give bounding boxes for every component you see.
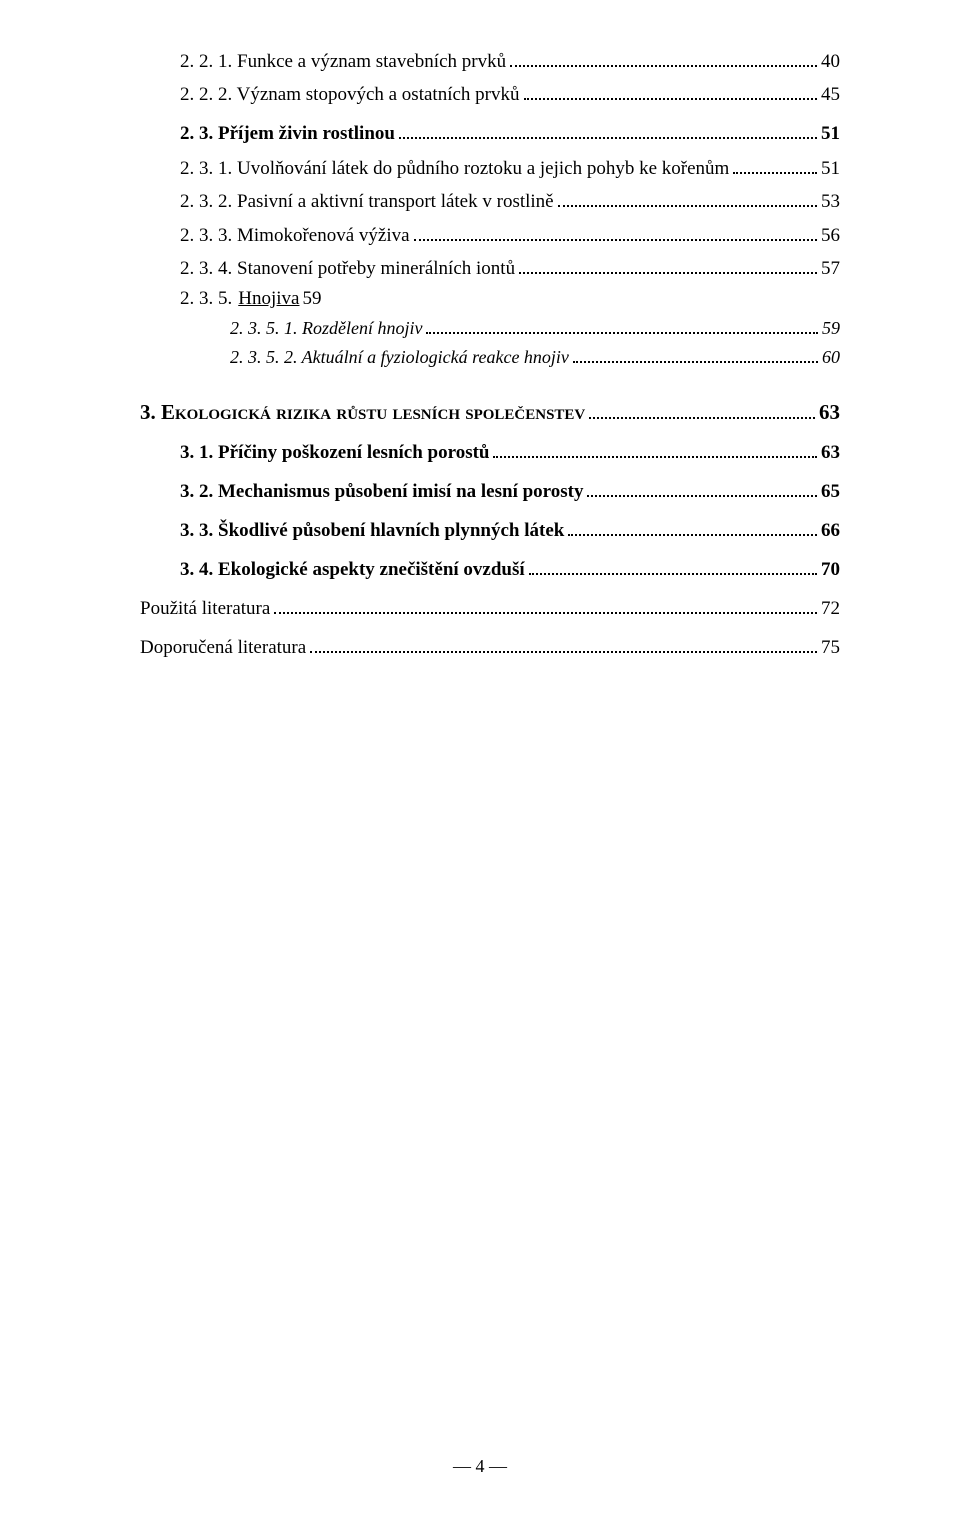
toc-entry-page: 56 — [821, 225, 840, 247]
toc-entry-label: 3. Ekologická rizika růstu lesních spole… — [140, 400, 585, 425]
table-of-contents: 2. 2. 1. Funkce a význam stavebních prvk… — [140, 48, 840, 659]
toc-entry-label: 2. 3. 2. Pasivní a aktivní transport lát… — [180, 191, 554, 213]
toc-leader-dots — [493, 439, 817, 458]
toc-entry-page: 59 — [822, 318, 840, 339]
toc-entry: Doporučená literatura 75 — [140, 634, 840, 659]
toc-leader-dots — [414, 221, 817, 240]
toc-entry-page: 51 — [821, 158, 840, 180]
toc-entry-page: 45 — [821, 84, 840, 106]
toc-leader-dots — [589, 398, 815, 419]
toc-entry-label: 2. 2. 1. Funkce a význam stavebních prvk… — [180, 51, 506, 73]
toc-leader-dots — [519, 255, 817, 274]
toc-entry: 2. 3. Příjem živin rostlinou 51 — [140, 120, 840, 145]
toc-entry: 3. Ekologická rizika růstu lesních spole… — [140, 398, 840, 425]
toc-entry-page: 75 — [821, 637, 840, 659]
toc-leader-dots — [274, 595, 817, 614]
toc-entry-label: 2. 3. Příjem živin rostlinou — [180, 123, 395, 145]
toc-leader-dots — [310, 634, 817, 653]
toc-entry-page: 70 — [821, 559, 840, 581]
toc-entry-label: 2. 3. 5. 1. Rozdělení hnojiv — [230, 318, 422, 339]
page: 2. 2. 1. Funkce a význam stavebních prvk… — [0, 0, 960, 1527]
toc-entry-page: 72 — [821, 598, 840, 620]
toc-entry-page: 63 — [821, 442, 840, 464]
toc-leader-dots — [573, 345, 818, 363]
toc-leader-dots — [568, 517, 817, 536]
page-number-footer: ― 4 ― — [0, 1456, 960, 1477]
toc-entry: 2. 2. 1. Funkce a význam stavebních prvk… — [140, 48, 840, 73]
toc-leader-dots — [524, 81, 818, 100]
toc-entry-label: 3. 4. Ekologické aspekty znečištění ovzd… — [180, 559, 525, 581]
toc-leader-dots — [426, 316, 818, 334]
toc-entry-label: 2. 3. 5. 2. Aktuální a fyziologická reak… — [230, 347, 569, 368]
toc-leader-dots — [558, 188, 817, 207]
toc-entry-label: 3. 2. Mechanismus působení imisí na lesn… — [180, 481, 583, 503]
toc-entry: 3. 1. Příčiny poškození lesních porostů 6… — [140, 439, 840, 464]
toc-entry-label: 2. 3. 3. Mimokořenová výživa — [180, 225, 410, 247]
toc-entry-label: Použitá literatura — [140, 598, 270, 620]
toc-entry-page: 66 — [821, 520, 840, 542]
toc-entry-label: 2. 3. 4. Stanovení potřeby minerálních i… — [180, 258, 515, 280]
toc-entry-label: Hnojiva — [238, 288, 299, 310]
toc-entry-page: 53 — [821, 191, 840, 213]
toc-entry-page: 59 — [302, 288, 321, 310]
toc-entry-page: 51 — [821, 123, 840, 145]
toc-entry: 3. 3. Škodlivé působení hlavních plynnýc… — [140, 517, 840, 542]
toc-entry: 2. 3. 5. Hnojiva59 — [140, 288, 840, 310]
toc-entry-label: 2. 2. 2. Význam stopových a ostatních pr… — [180, 84, 520, 106]
toc-leader-dots — [399, 120, 817, 139]
toc-entry: 2. 3. 3. Mimokořenová výživa 56 — [140, 221, 840, 246]
toc-entry-page: 63 — [819, 400, 840, 425]
toc-leader-dots — [529, 556, 817, 575]
toc-entry: 2. 3. 5. 2. Aktuální a fyziologická reak… — [140, 345, 840, 368]
toc-entry: 3. 2. Mechanismus působení imisí na lesn… — [140, 478, 840, 503]
toc-leader-dots — [733, 155, 817, 174]
toc-entry: 2. 3. 5. 1. Rozdělení hnojiv 59 — [140, 316, 840, 339]
toc-entry-label: 3. 1. Příčiny poškození lesních porostů — [180, 442, 489, 464]
toc-entry-page: 40 — [821, 51, 840, 73]
toc-entry-page: 65 — [821, 481, 840, 503]
toc-entry-label: 2. 3. 1. Uvolňování látek do půdního roz… — [180, 158, 729, 180]
toc-entry: 2. 3. 2. Pasivní a aktivní transport lát… — [140, 188, 840, 213]
toc-leader-dots — [587, 478, 817, 497]
toc-entry: 2. 3. 4. Stanovení potřeby minerálních i… — [140, 255, 840, 280]
toc-entry-page: 57 — [821, 258, 840, 280]
toc-entry: 2. 2. 2. Význam stopových a ostatních pr… — [140, 81, 840, 106]
toc-entry: 2. 3. 1. Uvolňování látek do půdního roz… — [140, 155, 840, 180]
toc-entry: 3. 4. Ekologické aspekty znečištění ovzd… — [140, 556, 840, 581]
toc-entry-page: 60 — [822, 347, 840, 368]
toc-leader-dots — [510, 48, 817, 67]
toc-entry-number: 2. 3. 5. — [180, 288, 232, 310]
toc-entry-label: Doporučená literatura — [140, 637, 306, 659]
toc-entry-label: 3. 3. Škodlivé působení hlavních plynnýc… — [180, 520, 564, 542]
toc-entry: Použitá literatura 72 — [140, 595, 840, 620]
